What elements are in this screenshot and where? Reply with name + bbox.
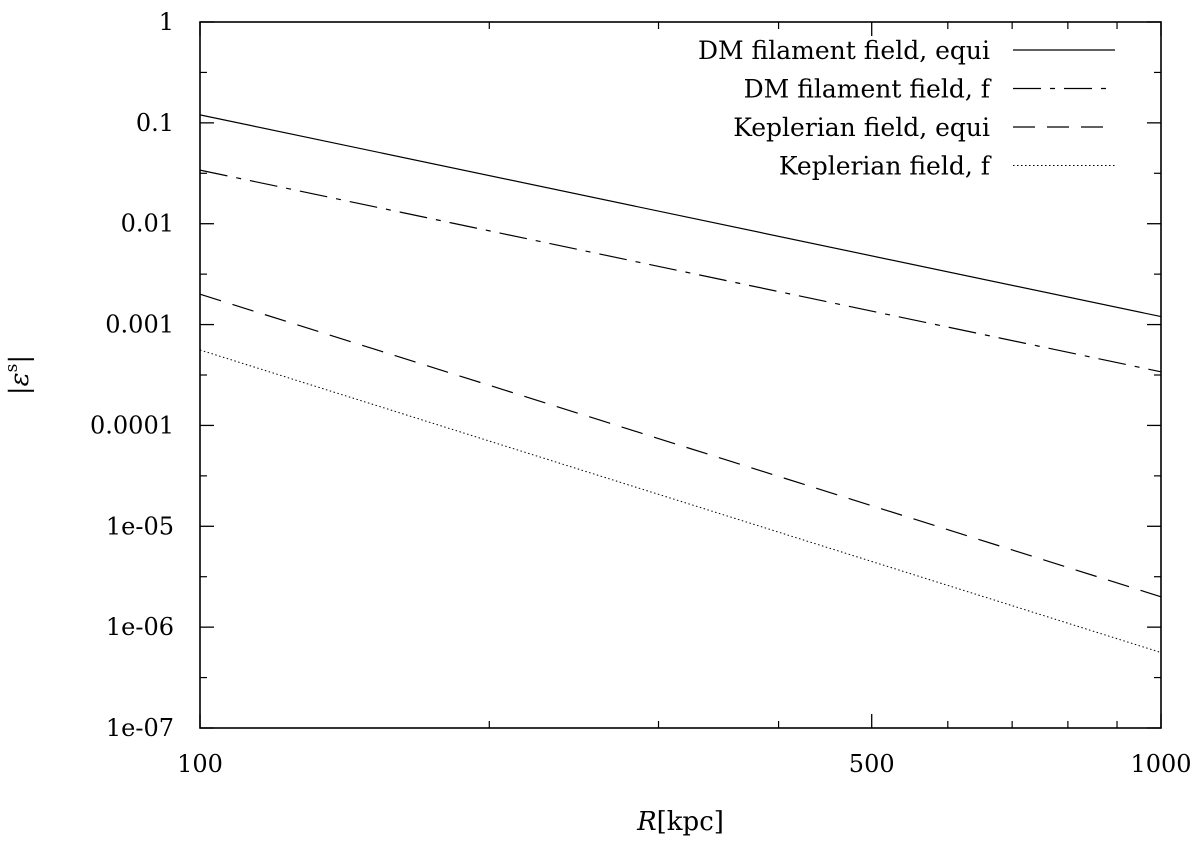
y-tick-label: 0.01 bbox=[121, 210, 174, 238]
y-axis-title-bar-left: | bbox=[5, 386, 35, 395]
y-tick-label: 0.001 bbox=[105, 311, 174, 339]
y-tick-label: 1e-06 bbox=[106, 613, 174, 641]
legend-label: Keplerian field, f bbox=[779, 152, 992, 181]
y-tick-label: 1e-07 bbox=[106, 714, 174, 742]
legend-label: DM filament field, f bbox=[744, 75, 992, 104]
y-tick-label: 0.0001 bbox=[90, 411, 174, 439]
legend-entry: DM filament field, equi bbox=[698, 36, 1115, 65]
x-axis-title-unit: [kpc] bbox=[657, 807, 724, 837]
y-axis-title-superscript: s bbox=[2, 364, 22, 373]
y-axis-title-symbol: ε bbox=[5, 372, 35, 386]
series-line-2 bbox=[199, 169, 1162, 373]
x-tick-label: 500 bbox=[849, 750, 895, 778]
x-axis-title: R[kpc] bbox=[636, 807, 724, 837]
y-tick-label: 0.1 bbox=[136, 109, 174, 137]
legend: DM filament field, equi DM filament field… bbox=[698, 36, 1115, 181]
legend-entry: DM filament field, f bbox=[744, 75, 1115, 104]
legend-label: Keplerian field, equi bbox=[733, 113, 990, 142]
y-tick-label: 1 bbox=[159, 8, 174, 36]
x-tick-label: 1000 bbox=[1130, 750, 1191, 778]
x-tick-label: 100 bbox=[177, 750, 223, 778]
x-axis-title-variable: R bbox=[636, 807, 657, 837]
series-line-3 bbox=[199, 293, 1162, 598]
y-axis-title-bar-right: | bbox=[5, 355, 35, 364]
series-line-4 bbox=[199, 349, 1162, 654]
y-axis-title: |εs| bbox=[2, 355, 35, 395]
y-tick-label: 1e-05 bbox=[106, 512, 174, 540]
series-line-1 bbox=[199, 114, 1162, 318]
legend-entry: Keplerian field, equi bbox=[733, 113, 1115, 142]
plot-frame bbox=[199, 21, 1162, 729]
legend-entry: Keplerian field, f bbox=[779, 152, 1115, 181]
legend-label: DM filament field, equi bbox=[698, 36, 990, 65]
axis-ticks bbox=[199, 21, 1162, 729]
series-lines bbox=[199, 114, 1162, 654]
